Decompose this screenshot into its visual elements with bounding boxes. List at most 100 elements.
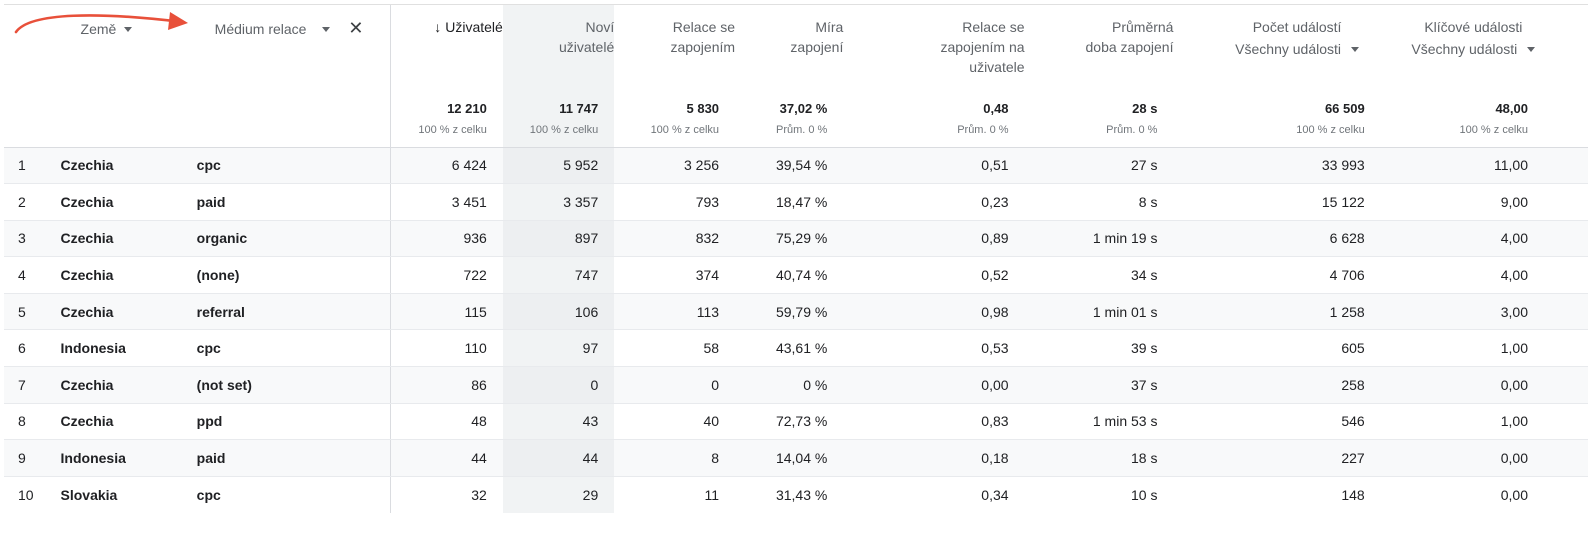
cell-engaged-sessions: 374	[614, 256, 736, 294]
cell-engagement-rate: 18,47 %	[735, 183, 844, 221]
row-index: 5	[4, 293, 43, 331]
cell-engaged-per-user: 0,52	[843, 256, 1025, 294]
cell-users: 115	[389, 293, 503, 331]
cell-engagement-rate: 0 %	[735, 366, 844, 404]
metric-header-key-events[interactable]: Klíčové události Všechny události	[1381, 5, 1588, 92]
total-event-count: 66 509 100 % z celku	[1173, 92, 1381, 148]
total-subtext: Prům. 0 %	[1106, 124, 1158, 136]
row-index: 4	[4, 256, 43, 294]
total-subtext: Prům. 0 %	[775, 124, 828, 136]
total-value: 11 747	[559, 101, 599, 116]
total-subtext: 100 % z celku	[529, 124, 599, 136]
medium-dimension-dropdown[interactable]: Médium relace	[215, 19, 331, 39]
cell-medium: ppd	[196, 403, 391, 441]
total-value: 12 210	[447, 101, 487, 116]
table-row[interactable]: 5 Czechia referral 115 106 113 59,79 % 0,98 1 mi…	[4, 293, 1588, 331]
cell-engaged-per-user: 0,83	[843, 403, 1025, 441]
metric-label-engaged-per-user: Relace se zapojením na uživatele	[940, 19, 1025, 75]
table-row[interactable]: 8 Czechia ppd 48 43 40 72,73 % 0,83 1 min 53 s 54…	[4, 403, 1588, 441]
cell-event-count: 546	[1173, 403, 1381, 441]
cell-medium: organic	[196, 220, 391, 258]
metric-label-avg-engagement: Průměrná doba zapojení	[1085, 19, 1174, 55]
cell-country: Indonesia	[42, 329, 197, 368]
cell-country: Czechia	[42, 220, 197, 258]
row-index: 10	[18, 486, 34, 503]
table-row[interactable]: 3 Czechia organic 936 897 832 75,29 % 0,89 1 min…	[4, 220, 1588, 258]
totals-spacer	[42, 92, 197, 148]
metric-header-engaged-sessions[interactable]: Relace se zapojením	[614, 5, 735, 92]
table-row[interactable]: 1 Czechia cpc 6 424 5 952 3 256 39,54 % 0,51 27 …	[4, 147, 1588, 185]
metric-header-new-users[interactable]: Noví uživatelé	[502, 5, 615, 92]
total-new-users: 11 747 100 % z celku	[502, 92, 615, 148]
cell-users: 3 451	[389, 183, 503, 221]
metric-label-engaged-sessions: Relace se zapojením	[670, 19, 736, 55]
country-dimension-dropdown[interactable]: Země	[81, 19, 133, 39]
metric-label-key-events: Klíčové události	[1424, 19, 1523, 35]
cell-engaged-sessions: 3 256	[614, 147, 736, 185]
cell-key-events: 1,00	[1380, 403, 1588, 441]
cell-avg-engagement: 37 s	[1024, 366, 1174, 404]
total-value: 5 830	[686, 101, 720, 116]
total-value: 37,02 %	[779, 101, 828, 116]
cell-users: 32	[389, 476, 503, 513]
cell-new-users: 97	[502, 329, 615, 368]
total-value: 28 s	[1132, 101, 1158, 116]
metric-header-avg-engagement[interactable]: Průměrná doba zapojení	[1025, 5, 1174, 92]
cell-avg-engagement: 39 s	[1024, 329, 1174, 368]
dimension-medium-header: Médium relace ✕	[197, 5, 391, 92]
metric-header-engaged-per-user[interactable]: Relace se zapojením na uživatele	[843, 5, 1024, 92]
cell-event-count: 258	[1173, 366, 1381, 404]
total-subtext: 100 % z celku	[1459, 124, 1528, 136]
table-row[interactable]: 6 Indonesia cpc 110 97 58 43,61 % 0,53 39 s 605 1,…	[4, 329, 1588, 368]
cell-engagement-rate: 43,61 %	[735, 329, 844, 368]
cell-avg-engagement: 34 s	[1024, 256, 1174, 294]
total-subtext: Prům. 0 %	[957, 124, 1009, 136]
event-count-selector[interactable]: Všechny události	[1235, 39, 1359, 59]
cell-engagement-rate: 14,04 %	[735, 439, 844, 477]
metric-header-engagement-rate[interactable]: Míra zapojení	[735, 5, 843, 92]
cell-engaged-per-user: 0,18	[843, 439, 1025, 477]
total-value: 48,00	[1495, 101, 1528, 116]
cell-avg-engagement: 1 min 19 s	[1024, 220, 1174, 258]
cell-country: Czechia	[42, 293, 197, 331]
key-events-selector[interactable]: Všechny události	[1411, 39, 1536, 59]
row-index: 6	[4, 329, 43, 368]
close-icon[interactable]: ✕	[348, 18, 364, 38]
table-row[interactable]: 10 Slovakia cpc 32 29 11 31,43 % 0,34 10 s 148 0,0…	[4, 476, 1588, 513]
row-index: 9	[4, 439, 43, 477]
metric-header-users[interactable]: ↓ Uživatelé	[389, 5, 503, 92]
cell-medium: (none)	[196, 256, 391, 294]
cell-users: 722	[389, 256, 503, 294]
total-engaged-sessions: 5 830 100 % z celku	[614, 92, 736, 148]
cell-event-count: 6 628	[1173, 220, 1381, 258]
total-subtext: 100 % z celku	[1296, 124, 1365, 136]
cell-engaged-per-user: 0,34	[981, 486, 1009, 503]
cell-avg-engagement: 10 s	[1131, 486, 1158, 503]
cell-avg-engagement: 18 s	[1024, 439, 1174, 477]
total-subtext: 100 % z celku	[650, 124, 720, 136]
cell-engaged-sessions: 113	[614, 293, 736, 331]
cell-medium: cpc	[196, 329, 391, 368]
cell-country: Czechia	[42, 183, 197, 221]
cell-engaged-per-user: 0,53	[843, 329, 1025, 368]
cell-country: Czechia	[42, 366, 197, 404]
table-row[interactable]: 7 Czechia (not set) 86 0 0 0 % 0,00 37 s 258 0,00	[4, 366, 1588, 404]
cell-event-count: 1 258	[1173, 293, 1381, 331]
metric-header-event-count[interactable]: Počet událostí Všechny události	[1173, 5, 1380, 92]
total-avg-engagement: 28 s Prům. 0 %	[1024, 92, 1174, 148]
table-row[interactable]: 9 Indonesia paid 44 44 8 14,04 % 0,18 18 s 227 0,0…	[4, 439, 1588, 477]
caret-down-icon	[1527, 46, 1536, 52]
total-value: 66 509	[1324, 101, 1365, 116]
cell-engaged-per-user: 0,51	[843, 147, 1025, 185]
cell-engagement-rate: 72,73 %	[735, 403, 844, 441]
cell-medium: paid	[196, 439, 391, 477]
cell-engaged-sessions: 832	[614, 220, 736, 258]
cell-engaged-sessions: 793	[614, 183, 736, 221]
cell-medium: (not set)	[196, 366, 391, 404]
cell-event-count: 4 706	[1173, 256, 1381, 294]
cell-engaged-sessions: 11	[704, 486, 720, 503]
cell-key-events: 9,00	[1380, 183, 1588, 221]
row-index: 2	[4, 183, 43, 221]
